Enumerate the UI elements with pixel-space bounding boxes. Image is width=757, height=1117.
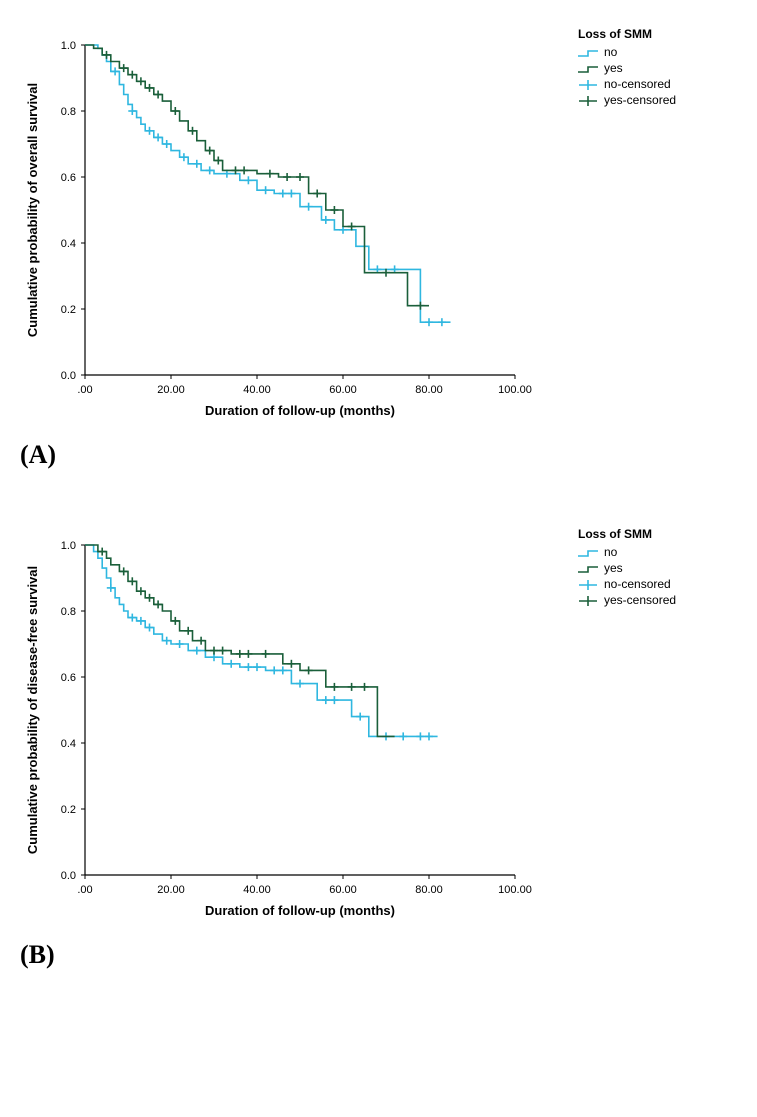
svg-text:40.00: 40.00	[243, 384, 271, 396]
svg-text:no: no	[604, 45, 618, 59]
svg-text:0.6: 0.6	[61, 672, 76, 684]
chart-a-legend: Loss of SMM no yes no-censored yes-censored	[570, 20, 740, 140]
svg-text:.00: .00	[77, 384, 92, 396]
svg-text:60.00: 60.00	[329, 384, 357, 396]
svg-text:0.4: 0.4	[61, 738, 76, 750]
svg-text:Loss of SMM: Loss of SMM	[578, 527, 652, 541]
svg-text:Duration of follow-up (months): Duration of follow-up (months)	[205, 403, 395, 418]
svg-text:Loss of SMM: Loss of SMM	[578, 27, 652, 41]
svg-text:no-censored: no-censored	[604, 577, 671, 591]
svg-text:yes: yes	[604, 61, 623, 75]
svg-text:0.4: 0.4	[61, 238, 76, 250]
svg-text:80.00: 80.00	[415, 384, 443, 396]
svg-text:0.2: 0.2	[61, 304, 76, 316]
svg-text:Duration of follow-up (months): Duration of follow-up (months)	[205, 903, 395, 918]
svg-text:40.00: 40.00	[243, 884, 271, 896]
panel-a: .00 20.00 40.00 60.00 80.00 100.00 0.0 0.2 0.4 0.…	[0, 0, 757, 430]
svg-text:0.0: 0.0	[61, 870, 76, 882]
svg-text:0.2: 0.2	[61, 804, 76, 816]
svg-text:no: no	[604, 545, 618, 559]
svg-text:0.8: 0.8	[61, 106, 76, 118]
panel-a-label: (A)	[0, 430, 757, 500]
svg-text:no-censored: no-censored	[604, 77, 671, 91]
svg-text:1.0: 1.0	[61, 540, 76, 552]
svg-text:Cumulative probability of dise: Cumulative probability of disease-free s…	[25, 566, 40, 854]
svg-text:yes: yes	[604, 561, 623, 575]
svg-text:100.00: 100.00	[498, 384, 532, 396]
svg-text:Cumulative probability of over: Cumulative probability of overall surviv…	[25, 83, 40, 337]
chart-a-svg: .00 20.00 40.00 60.00 80.00 100.00 0.0 0.2 0.4 0.…	[10, 20, 570, 420]
svg-text:0.8: 0.8	[61, 606, 76, 618]
svg-text:20.00: 20.00	[157, 884, 185, 896]
panel-b-label: (B)	[0, 930, 757, 1000]
svg-text:.00: .00	[77, 884, 92, 896]
svg-text:80.00: 80.00	[415, 884, 443, 896]
panel-b: .00 20.00 40.00 60.00 80.00 100.00 0.0 0.2 0.4 0.…	[0, 500, 757, 930]
chart-b-legend: Loss of SMM no yes no-censored yes-censored	[570, 520, 740, 640]
svg-text:yes-censored: yes-censored	[604, 93, 676, 107]
svg-text:60.00: 60.00	[329, 884, 357, 896]
svg-text:20.00: 20.00	[157, 384, 185, 396]
svg-text:yes-censored: yes-censored	[604, 593, 676, 607]
svg-text:0.0: 0.0	[61, 370, 76, 382]
svg-text:1.0: 1.0	[61, 40, 76, 52]
chart-b-svg: .00 20.00 40.00 60.00 80.00 100.00 0.0 0.2 0.4 0.…	[10, 520, 570, 920]
svg-text:0.6: 0.6	[61, 172, 76, 184]
svg-text:100.00: 100.00	[498, 884, 532, 896]
